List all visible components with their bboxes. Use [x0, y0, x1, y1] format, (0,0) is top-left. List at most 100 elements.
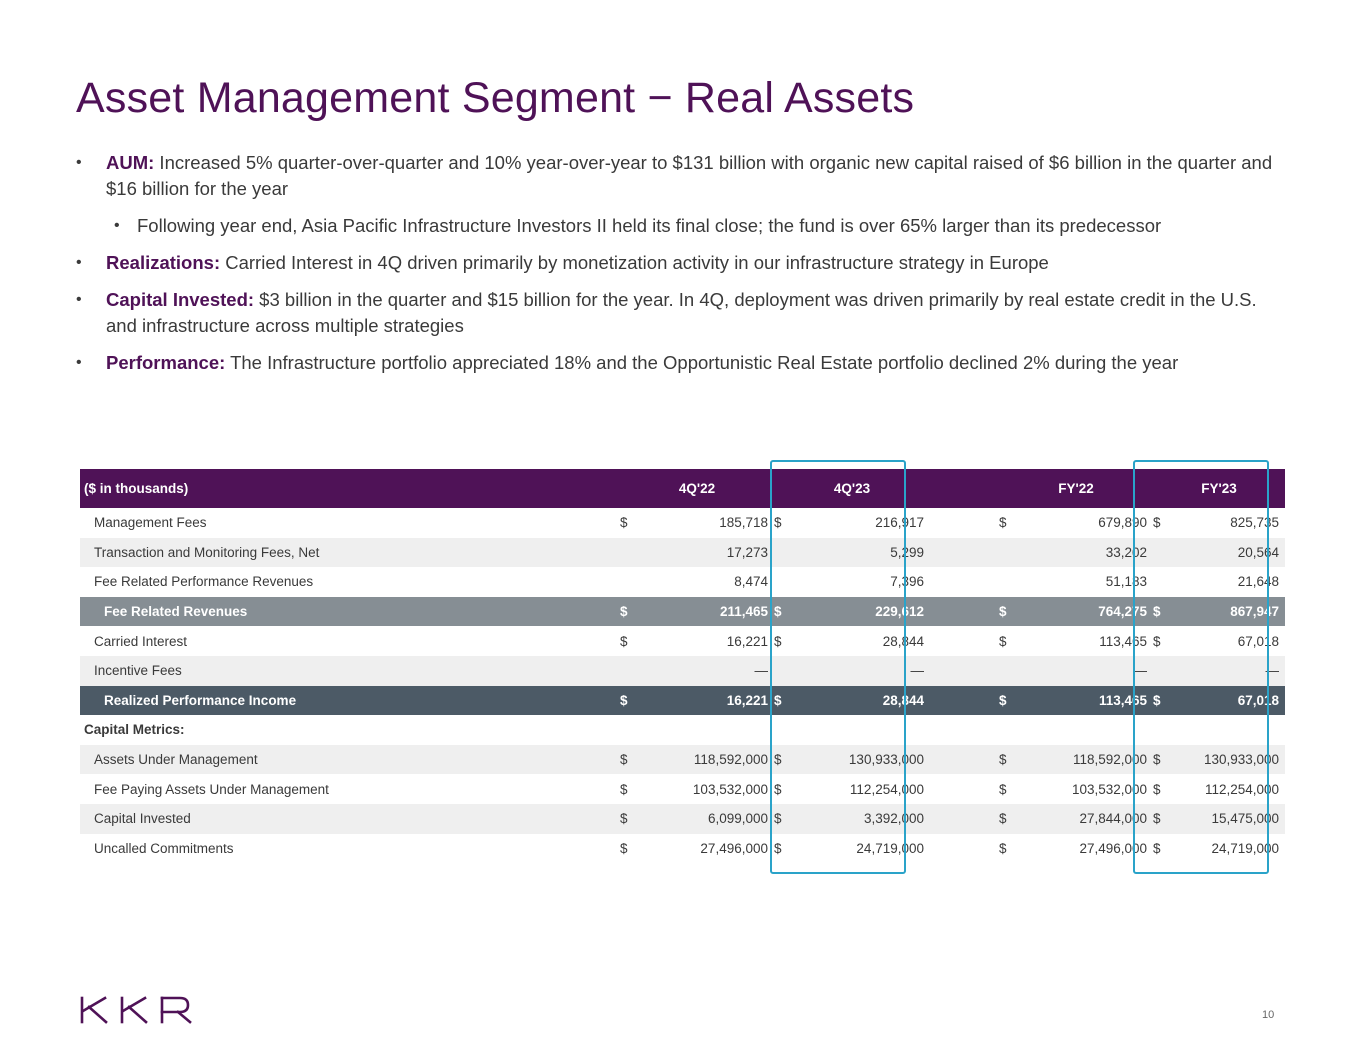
row-label: Transaction and Monitoring Fees, Net	[80, 537, 620, 568]
currency-symbol: $	[620, 633, 628, 649]
cell-value: 3,392,000	[788, 803, 930, 834]
cell-value: —	[788, 655, 930, 686]
currency-symbol: $	[999, 633, 1007, 649]
cell-value: 118,592,000	[1013, 744, 1154, 775]
table-row: Uncalled Commitments $ 27,496,000 $ 24,7…	[80, 834, 1285, 864]
currency-symbol: $	[620, 840, 628, 856]
table-row: Assets Under Management $ 118,592,000 $ …	[80, 744, 1286, 775]
row-label: Fee Paying Assets Under Management	[94, 781, 329, 797]
table-row-subtotal: Fee Related Revenues $ 211,465 $ 229,612…	[80, 596, 1286, 627]
bullet-marker: •	[76, 354, 82, 371]
table-row: Fee Related Performance Revenues 8,474 7…	[80, 567, 1285, 597]
bullet-text: The Infrastructure portfolio appreciated…	[225, 352, 1179, 373]
bullet-label: Performance:	[106, 352, 226, 373]
currency-symbol: $	[774, 515, 782, 531]
page-title: Asset Management Segment − Real Assets	[76, 74, 915, 122]
header-fy23: FY'23	[1153, 469, 1286, 508]
currency-symbol: $	[620, 781, 628, 797]
currency-symbol: $	[999, 685, 1013, 716]
page-number: 10	[1262, 1009, 1275, 1021]
cell-value: 15,475,000	[1167, 803, 1286, 834]
cell-value: 5,299	[788, 537, 930, 568]
row-label: Assets Under Management	[80, 744, 620, 775]
cell-value: 6,099,000	[634, 803, 774, 834]
table-header-row: ($ in thousands) 4Q'22 4Q'23 FY'22 FY'23	[80, 469, 1286, 508]
cell-value: 112,254,000	[1204, 781, 1280, 797]
cell-value: 24,719,000	[856, 840, 924, 856]
cell-value: 216,917	[875, 515, 924, 531]
currency-symbol: $	[1153, 515, 1161, 531]
cell-value: 27,496,000	[1079, 840, 1148, 856]
cell-value: 229,612	[788, 596, 930, 627]
currency-symbol: $	[774, 840, 782, 856]
bullet-performance: • Performance: The Infrastructure portfo…	[76, 350, 1276, 376]
table-row: Management Fees $ 185,718 $ 216,917 $ 67…	[80, 508, 1285, 538]
cell-value: 118,592,000	[634, 744, 774, 775]
cell-value: 16,221	[726, 633, 768, 649]
bullet-text: Increased 5% quarter-over-quarter and 10…	[106, 152, 1273, 199]
financial-table: ($ in thousands) 4Q'22 4Q'23 FY'22 FY'23…	[80, 469, 1286, 864]
currency-symbol: $	[774, 803, 788, 834]
table-section-header: Capital Metrics:	[80, 715, 1285, 745]
table-row: Capital Invested $ 6,099,000 $ 3,392,000…	[80, 803, 1286, 834]
cell-value: 16,221	[634, 685, 774, 716]
table-row: Transaction and Monitoring Fees, Net 17,…	[80, 537, 1286, 568]
currency-symbol: $	[774, 685, 788, 716]
currency-symbol: $	[999, 840, 1007, 856]
bullet-marker: •	[76, 154, 82, 171]
bullet-marker: •	[76, 291, 82, 308]
highlight-box-4q23	[770, 460, 906, 874]
currency-symbol: $	[620, 596, 634, 627]
cell-value: —	[1013, 655, 1154, 686]
bullet-marker: •	[76, 254, 82, 271]
cell-value: 51,183	[1105, 574, 1148, 590]
cell-value: 17,273	[634, 537, 774, 568]
bullet-label: Realizations:	[106, 252, 221, 273]
cell-value: 113,465	[1013, 685, 1154, 716]
row-label: Incentive Fees	[80, 655, 620, 686]
currency-symbol: $	[620, 744, 634, 775]
cell-value: 28,844	[788, 685, 930, 716]
row-label: Fee Related Revenues	[80, 596, 620, 627]
currency-symbol: $	[999, 744, 1013, 775]
bullet-capital-invested: • Capital Invested: $3 billion in the qu…	[76, 287, 1276, 339]
bullet-label: AUM:	[106, 152, 155, 173]
currency-symbol: $	[999, 596, 1013, 627]
table-row: Incentive Fees — — — —	[80, 655, 1286, 686]
cell-value: 211,465	[634, 596, 774, 627]
bullet-aum: • AUM: Increased 5% quarter-over-quarter…	[76, 150, 1276, 202]
currency-symbol: $	[774, 744, 788, 775]
bullet-label: Capital Invested:	[106, 289, 255, 310]
cell-value: 67,018	[1167, 685, 1286, 716]
bullet-marker: •	[114, 217, 120, 234]
currency-symbol: $	[620, 685, 634, 716]
bullet-text: Carried Interest in 4Q driven primarily …	[220, 252, 1049, 273]
cell-value: 185,718	[719, 515, 768, 531]
currency-symbol: $	[1153, 685, 1168, 716]
bullet-text: $3 billion in the quarter and $15 billio…	[106, 289, 1257, 336]
kkr-logo	[80, 996, 192, 1024]
bullet-list: • AUM: Increased 5% quarter-over-quarter…	[76, 150, 1276, 376]
currency-symbol: $	[1153, 633, 1161, 649]
bullet-text: Following year end, Asia Pacific Infrast…	[137, 215, 1162, 236]
row-label: Fee Related Performance Revenues	[94, 574, 314, 590]
row-label: Realized Performance Income	[80, 685, 620, 716]
cell-value: 7,396	[890, 574, 924, 590]
cell-value: 764,275	[1013, 596, 1154, 627]
currency-symbol: $	[999, 515, 1007, 531]
header-label: ($ in thousands)	[80, 469, 620, 508]
currency-symbol: $	[620, 803, 634, 834]
currency-symbol: $	[1153, 744, 1168, 775]
cell-value: 28,844	[882, 633, 924, 649]
currency-symbol: $	[1153, 781, 1161, 797]
table-row-total: Realized Performance Income $ 16,221 $ 2…	[80, 685, 1286, 716]
currency-symbol: $	[999, 781, 1007, 797]
bullet-aum-sub: • Following year end, Asia Pacific Infra…	[76, 213, 1276, 239]
currency-symbol: $	[1153, 840, 1161, 856]
currency-symbol: $	[774, 781, 782, 797]
currency-symbol: $	[774, 596, 788, 627]
row-label: Uncalled Commitments	[94, 840, 234, 856]
cell-value: 113,465	[1099, 633, 1148, 649]
currency-symbol: $	[1153, 803, 1168, 834]
cell-value: 103,532,000	[1071, 781, 1148, 797]
